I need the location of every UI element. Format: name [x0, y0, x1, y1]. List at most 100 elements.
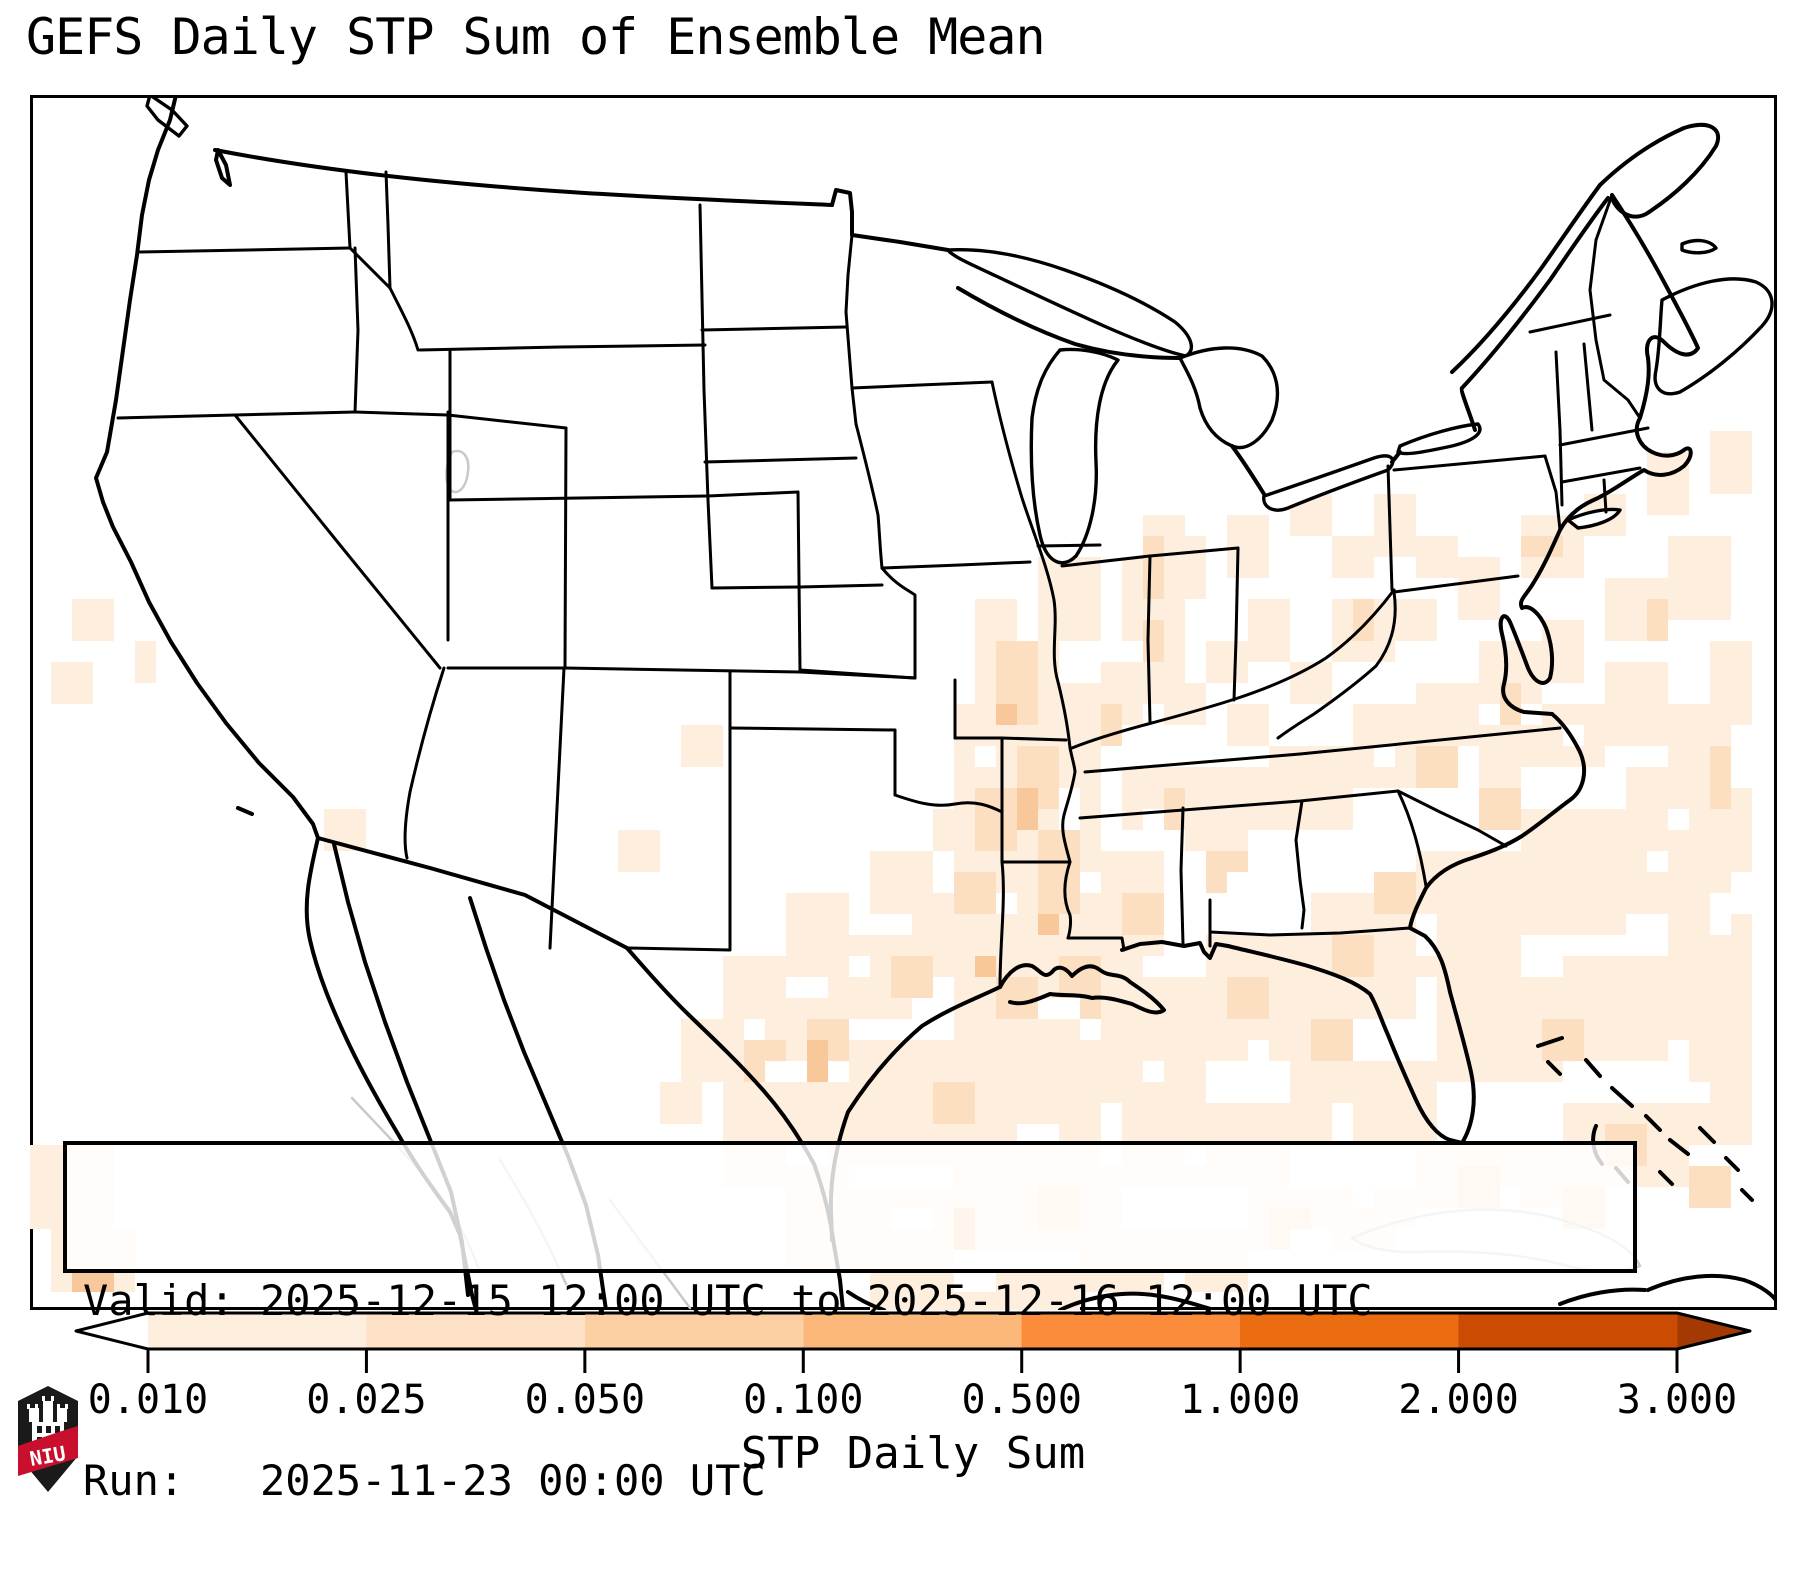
- stp-cell: [72, 1271, 114, 1292]
- ma-north-border: [1558, 426, 1650, 447]
- stp-cell: [1038, 830, 1080, 914]
- pacific-coast: [94, 95, 320, 840]
- stp-cell: [1374, 872, 1416, 914]
- stp-cell: [1542, 1019, 1584, 1061]
- il-in-border: [1146, 554, 1152, 724]
- ohio-river-border: [1070, 588, 1396, 750]
- stp-cell: [1311, 1019, 1353, 1061]
- lake-ontario: [1396, 422, 1482, 456]
- bahamas-island: [1584, 1058, 1602, 1078]
- stp-cell: [1710, 746, 1731, 809]
- bahamas-island: [1644, 1114, 1662, 1132]
- stp-cell: [807, 1040, 828, 1082]
- ut-north-border: [446, 413, 568, 430]
- colorbar-tick-label: 0.050: [525, 1377, 645, 1423]
- stp-cell: [1374, 746, 1395, 767]
- ny-east-border: [1554, 350, 1564, 507]
- id-south-border: [353, 410, 450, 417]
- colorbar-tick: [1020, 1349, 1024, 1373]
- colorbar-over-arrow: [1677, 1313, 1750, 1349]
- ms-al-border: [1179, 806, 1185, 946]
- stp-cell: [1332, 536, 1374, 578]
- pa-north-border: [1392, 454, 1547, 472]
- stp-cell: [1080, 1019, 1101, 1040]
- cuba-black-coast: [1558, 1287, 1647, 1306]
- southeast-atlantic-coast: [1408, 712, 1587, 930]
- mt-nd-sd-east-border: [698, 203, 710, 502]
- stp-cell: [1227, 872, 1248, 893]
- stp-cell: [996, 893, 1017, 914]
- nj-west-border: [1543, 454, 1562, 532]
- id-panhandle-borders: [344, 170, 392, 290]
- stp-cell: [1458, 557, 1500, 620]
- colorbar-tick-label: 0.025: [306, 1377, 426, 1423]
- ga-al-border: [1294, 799, 1306, 930]
- valid-run-info-box: Valid: 2025-12-15 12:00 UTC to 2025-12-1…: [63, 1141, 1637, 1505]
- nova-scotia: [1653, 277, 1774, 396]
- mississippi-alabama-coast: [1120, 940, 1230, 960]
- ct-ri-border: [1602, 478, 1608, 514]
- stp-cell: [933, 851, 954, 893]
- stp-cell: [1017, 599, 1038, 641]
- great-lakes-layer: [145, 95, 1774, 565]
- nc-sc-border: [1396, 789, 1508, 848]
- stp-colorbar: 0.010 0.025 0.050 0.100 0.500 1.000 2.000 3.000: [74, 1311, 1752, 1423]
- stp-cell: [618, 830, 660, 872]
- colorbar-tick: [801, 1349, 805, 1373]
- florida-gulf-coast: [1226, 944, 1464, 1145]
- stp-cell: [1416, 536, 1458, 578]
- colorbar-tick-label: 1.000: [1180, 1377, 1300, 1423]
- bahamas-island: [1658, 1170, 1674, 1186]
- stp-cell: [1416, 683, 1479, 746]
- stp-cell: [1689, 1166, 1731, 1208]
- vt-canada-border: [1528, 313, 1612, 334]
- stp-cell: [975, 788, 1017, 851]
- upper-peninsula-shore: [956, 286, 1182, 360]
- in-oh-border: [1232, 546, 1240, 702]
- valid-time-text: Valid: 2025-12-15 12:00 UTC to 2025-12-1…: [83, 1276, 1373, 1325]
- stp-cell: [1248, 599, 1290, 662]
- st-lawrence-south-shore: [1460, 196, 1610, 390]
- stp-cell: [1668, 809, 1689, 830]
- pa-south-border: [1392, 574, 1520, 594]
- stp-cell: [1332, 851, 1374, 872]
- colorbar-tick-label: 2.000: [1398, 1377, 1518, 1423]
- wy-south-border: [448, 494, 710, 502]
- stp-cell: [135, 641, 156, 683]
- colorbar-segment: [1021, 1313, 1241, 1349]
- colorbar-segment: [803, 1313, 1023, 1349]
- stp-cell: [1164, 1271, 1185, 1292]
- ky-tn-va-nc-parallel: [1083, 726, 1562, 774]
- stp-cell: [1143, 1061, 1164, 1082]
- mexico-gulf-coast-bottom: [846, 1290, 886, 1310]
- stp-cell: [1710, 431, 1752, 494]
- stp-cell: [1584, 1061, 1605, 1103]
- stp-cell: [1332, 935, 1374, 977]
- stp-cell: [1689, 1082, 1710, 1103]
- colorbar-segment: [1240, 1313, 1460, 1349]
- stp-cell: [1143, 809, 1164, 851]
- stp-cell: [849, 956, 870, 977]
- colorbar-segment: [148, 1313, 368, 1349]
- co-north-border: [706, 490, 800, 498]
- lake-michigan: [1029, 347, 1120, 565]
- stp-cell: [954, 1271, 996, 1292]
- colorbar-tick-label: 0.010: [88, 1377, 208, 1423]
- prince-edward-island: [1680, 238, 1718, 255]
- vt-nh-border: [1582, 342, 1594, 432]
- nv-ca-border: [233, 413, 442, 670]
- la-tx-sabine-border: [998, 860, 1005, 989]
- nd-mn-red-river: [844, 233, 854, 314]
- run-time-text: Run: 2025-11-23 00:00 UTC: [83, 1456, 766, 1505]
- stp-cell: [975, 746, 996, 767]
- colorbar-tick: [146, 1349, 150, 1373]
- stp-cell: [51, 662, 93, 704]
- stp-cell: [1038, 557, 1101, 641]
- colorbar-tick: [1675, 1349, 1679, 1373]
- stp-cell: [1479, 788, 1521, 830]
- fl-ga-border: [1208, 926, 1412, 937]
- bahamas-island: [1698, 1126, 1716, 1144]
- mid-atlantic-coast: [1498, 528, 1562, 716]
- nd-sd-border: [700, 325, 848, 332]
- ms-la-31n-border: [1066, 936, 1126, 952]
